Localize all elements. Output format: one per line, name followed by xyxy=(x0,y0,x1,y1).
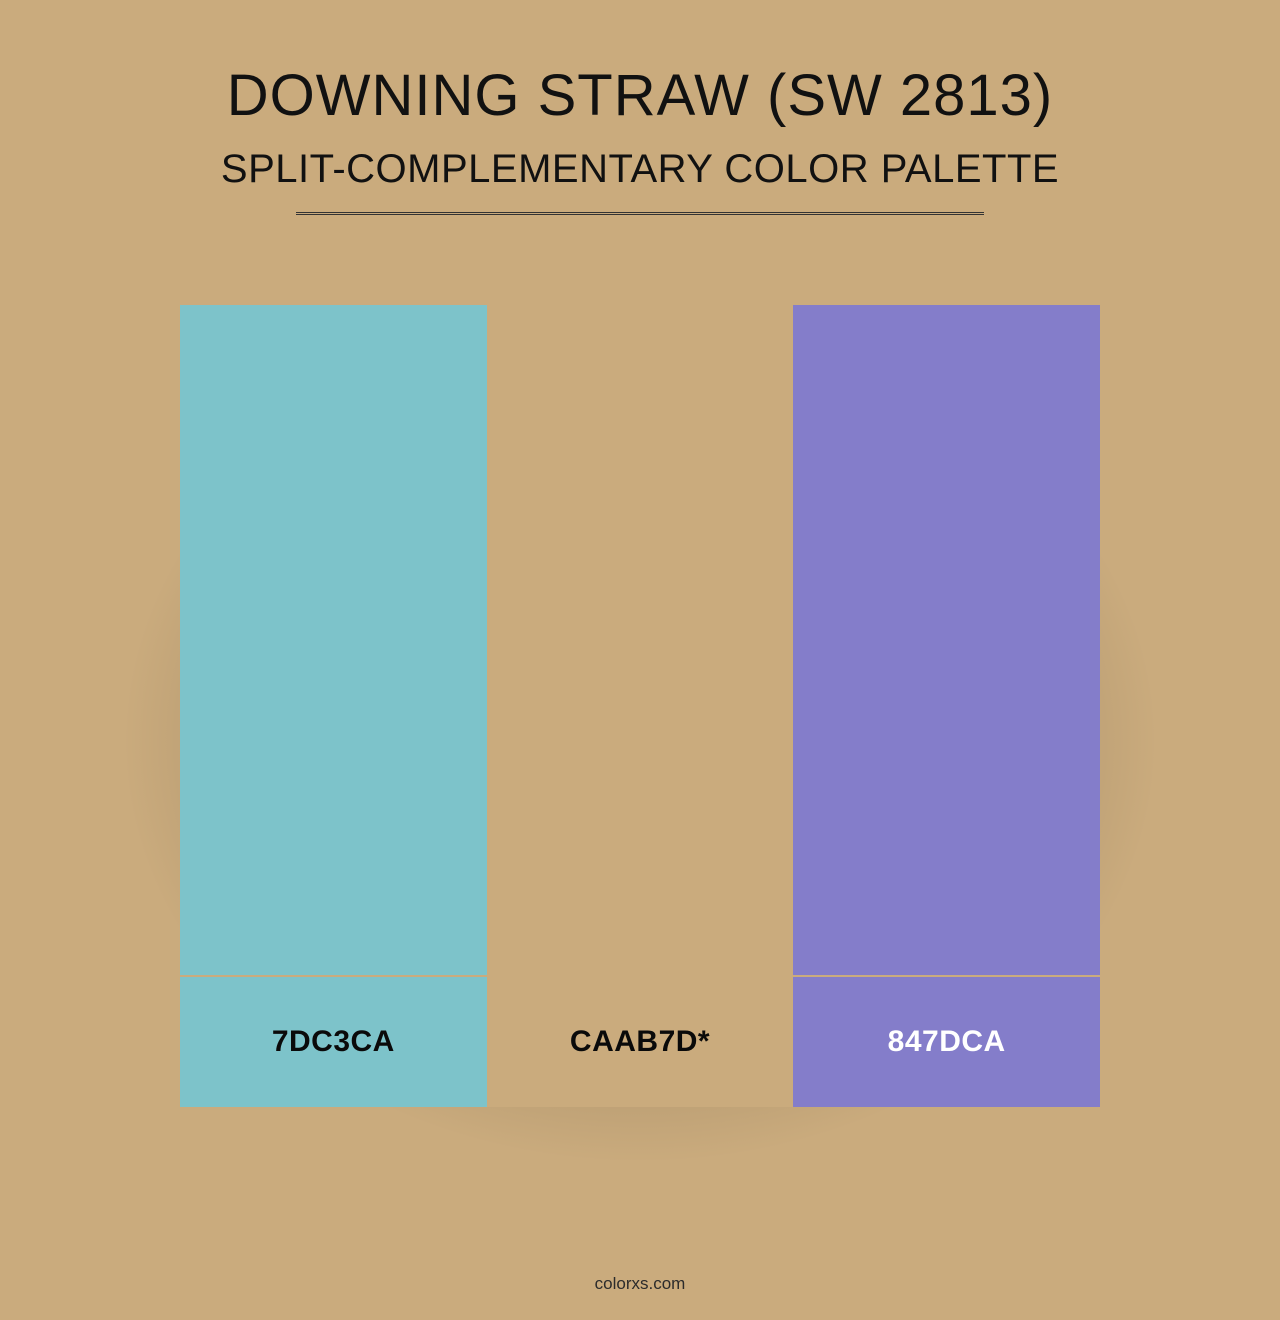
swatch-1-label: CAAB7D* xyxy=(487,977,794,1107)
swatch-col-0: 7DC3CA xyxy=(180,305,487,1107)
palette-title: DOWNING STRAW (SW 2813) xyxy=(0,62,1280,129)
swatch-2 xyxy=(793,305,1100,975)
divider xyxy=(296,212,984,215)
swatch-col-1: CAAB7D* xyxy=(487,305,794,1107)
swatch-0-label: 7DC3CA xyxy=(180,977,487,1107)
palette-subtitle: SPLIT-COMPLEMENTARY COLOR PALETTE xyxy=(0,147,1280,192)
palette: 7DC3CA CAAB7D* 847DCA xyxy=(180,305,1100,1107)
swatch-2-label: 847DCA xyxy=(793,977,1100,1107)
palette-container: 7DC3CA CAAB7D* 847DCA xyxy=(180,305,1100,1107)
swatch-col-2: 847DCA xyxy=(793,305,1100,1107)
header: DOWNING STRAW (SW 2813) SPLIT-COMPLEMENT… xyxy=(0,0,1280,215)
swatch-1 xyxy=(487,305,794,975)
page: DOWNING STRAW (SW 2813) SPLIT-COMPLEMENT… xyxy=(0,0,1280,1320)
swatch-0 xyxy=(180,305,487,975)
footer-credit: colorxs.com xyxy=(0,1274,1280,1294)
